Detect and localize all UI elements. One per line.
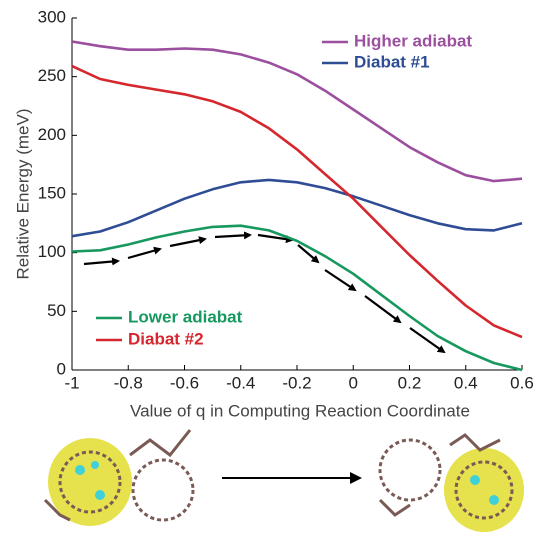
x-tick-label: -0.6 [170,373,199,392]
y-tick-label: 250 [38,66,66,85]
x-tick-label: -0.2 [282,373,311,392]
x-tick-label: -0.8 [114,373,143,392]
series-line [71,178,523,238]
series-line [71,40,523,183]
x-tick-label: 0.6 [510,373,534,392]
legend-label: Lower adiabat [128,307,243,326]
molecule-left [43,429,195,526]
y-tick-label: 100 [38,242,66,261]
reaction-path-arrows [83,231,446,354]
y-tick-label: 200 [38,125,66,144]
y-tick-label: 300 [38,7,66,26]
x-tick-label: 0.2 [398,373,422,392]
legend-label: Diabat #1 [354,52,430,71]
x-axis-label: Value of q in Computing Reaction Coordin… [130,401,470,420]
legend-label: Higher adiabat [354,31,472,50]
series-line [71,64,523,339]
legend-label: Diabat #2 [128,329,204,348]
y-axis-label: Relative Energy (meV) [13,108,32,279]
x-tick-label: -1 [64,373,79,392]
x-tick-label: 0.4 [454,373,478,392]
series-line [71,224,523,372]
molecule-right [378,433,524,532]
y-tick-label: 0 [57,359,66,378]
x-tick-label: 0 [349,373,358,392]
x-tick-label: -0.4 [226,373,255,392]
y-tick-label: 150 [38,183,66,202]
y-tick-label: 50 [47,301,66,320]
